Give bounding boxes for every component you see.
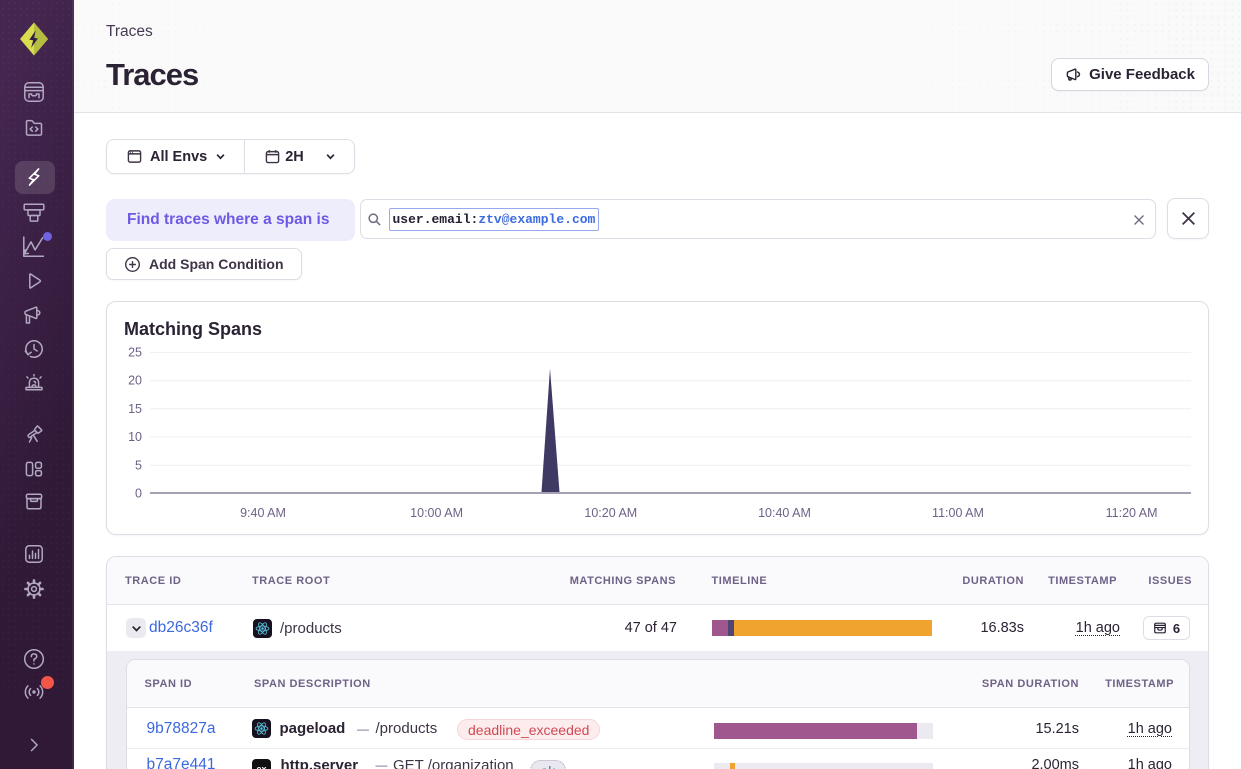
svg-text:10:40 AM: 10:40 AM (758, 506, 811, 520)
svg-text:9:40 AM: 9:40 AM (240, 506, 286, 520)
svg-text:15: 15 (128, 402, 142, 416)
svg-text:10: 10 (128, 430, 142, 444)
svg-text:11:00 AM: 11:00 AM (932, 506, 984, 520)
svg-text:20: 20 (128, 374, 142, 388)
svg-text:10:00 AM: 10:00 AM (410, 506, 463, 520)
svg-text:0: 0 (135, 487, 142, 501)
svg-text:5: 5 (135, 458, 142, 472)
svg-text:11:20 AM: 11:20 AM (1106, 506, 1158, 520)
svg-text:25: 25 (128, 346, 142, 360)
svg-text:10:20 AM: 10:20 AM (584, 506, 637, 520)
